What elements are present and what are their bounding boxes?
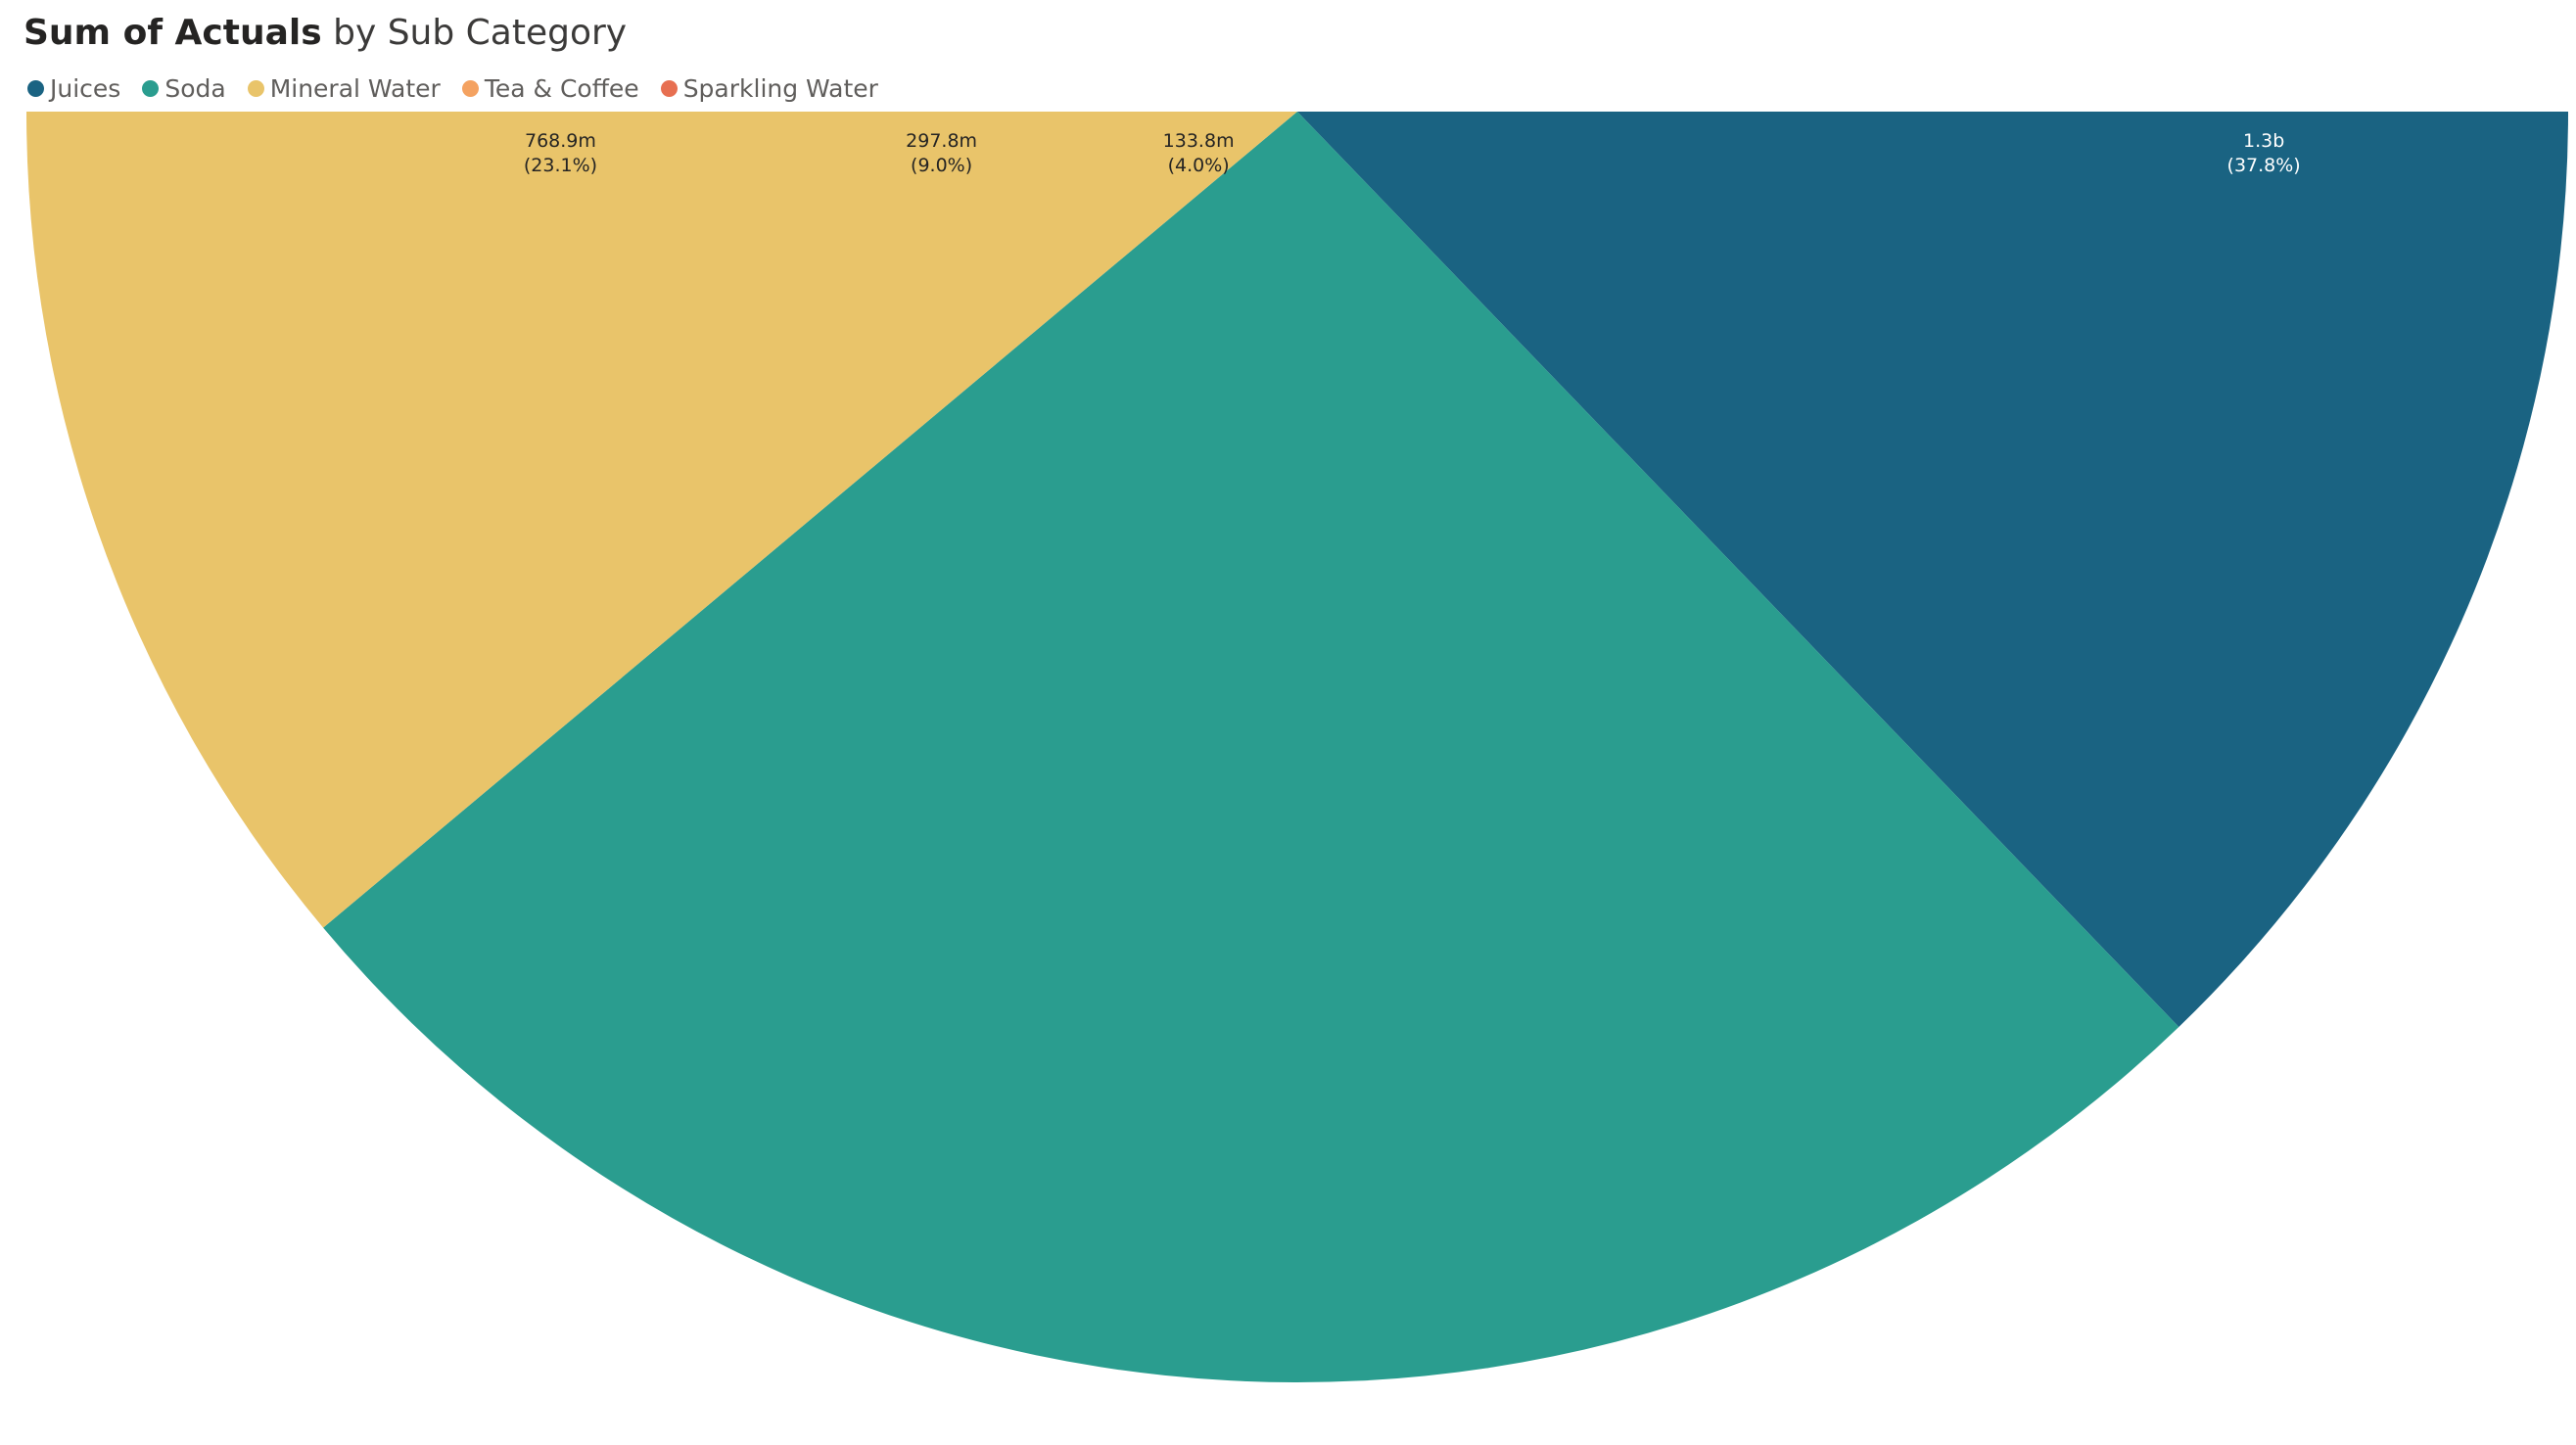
- legend-item-mineral-water[interactable]: Mineral Water: [247, 73, 441, 103]
- pie-slice-sparkling-water[interactable]: [981, 0, 1297, 112]
- legend-marker-soda: [142, 79, 160, 97]
- legend-label-sparkling-water: Sparkling Water: [682, 73, 878, 103]
- data-label-percent-sparkling-water: (4.0%): [1168, 155, 1230, 176]
- legend-item-juices[interactable]: Juices: [27, 74, 120, 103]
- legend-marker-tea-coffee: [461, 79, 479, 97]
- legend-marker-mineral-water: [247, 79, 264, 97]
- data-label-value-mineral-water: 768.9m: [525, 130, 596, 152]
- data-label-value-sparkling-water: 133.8m: [1163, 130, 1235, 152]
- pie-slice-tea-coffee[interactable]: [371, 0, 1297, 112]
- data-label-percent-mineral-water: (23.1%): [524, 155, 597, 176]
- pie-slice-soda[interactable]: [323, 112, 2179, 1383]
- pie-slices: [26, 0, 2568, 1383]
- pie-slice-juices[interactable]: [1297, 0, 2568, 1027]
- legend-item-soda[interactable]: Soda: [142, 73, 226, 103]
- legend-label-juices: Juices: [50, 73, 121, 103]
- pie-slice-mineral-water[interactable]: [26, 0, 1297, 928]
- legend-label-mineral-water: Mineral Water: [269, 73, 441, 103]
- chart-title-measure: Sum of Actuals: [23, 13, 322, 53]
- legend: Juices Soda Mineral Water Tea & Coffee S…: [27, 69, 900, 108]
- legend-marker-sparkling-water: [660, 79, 678, 97]
- legend-label-soda: Soda: [164, 73, 226, 103]
- pie-data-labels: 1.3b (37.8%) 768.9m (23.1%) 297.8m (9.0%) 133.…: [524, 130, 2301, 176]
- legend-item-sparkling-water[interactable]: Sparkling Water: [660, 73, 878, 103]
- data-label-percent-juices: (37.8%): [2227, 155, 2301, 176]
- legend-marker-juices: [27, 79, 44, 97]
- chart-title: Sum of Actuals by Sub Category: [23, 8, 627, 59]
- legend-item-tea-coffee[interactable]: Tea & Coffee: [461, 73, 639, 103]
- data-label-value-juices: 1.3b: [2243, 130, 2284, 152]
- chart-title-rest: by Sub Category: [333, 13, 628, 53]
- legend-label-tea-coffee: Tea & Coffee: [484, 73, 639, 103]
- data-label-percent-tea-coffee: (9.0%): [911, 155, 972, 176]
- data-label-value-tea-coffee: 297.8m: [906, 130, 977, 152]
